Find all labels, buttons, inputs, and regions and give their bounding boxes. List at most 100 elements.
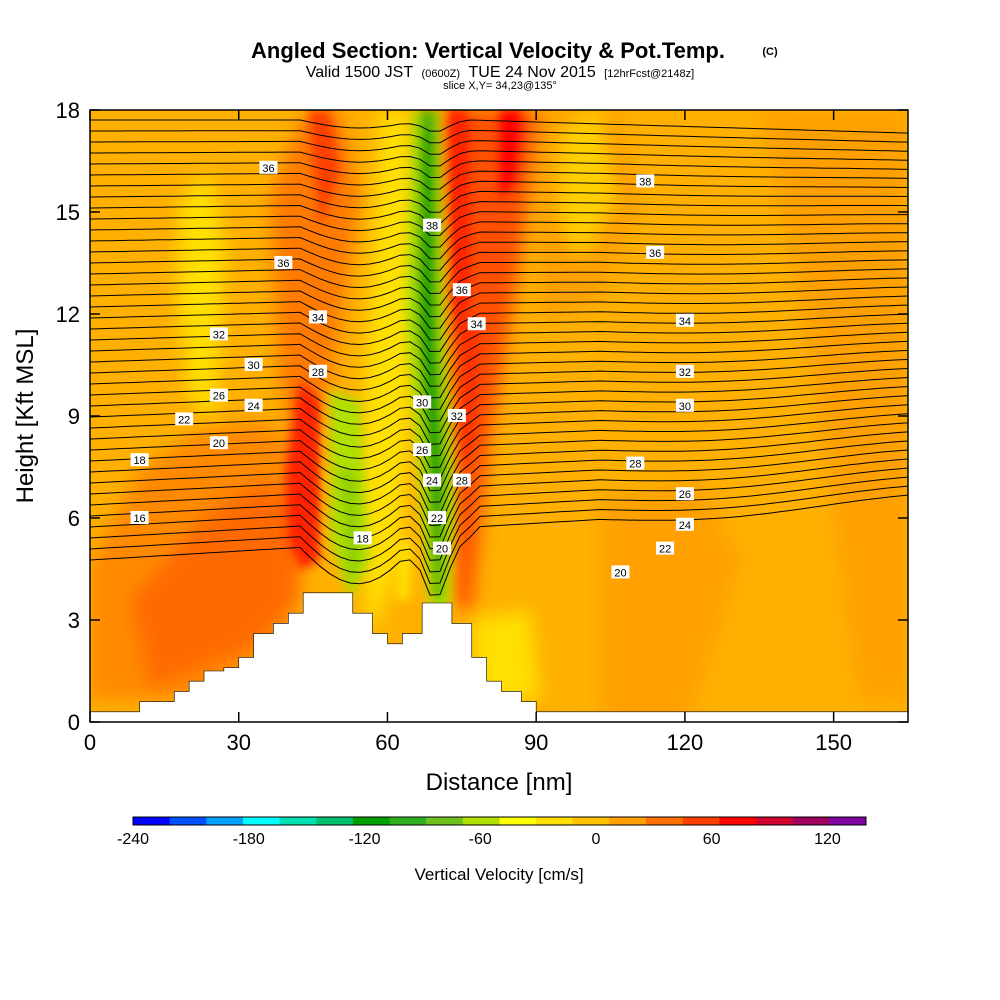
- colorbar-tick-label: -120: [348, 831, 380, 848]
- contour-label: 32: [451, 411, 463, 423]
- isentrope-line: [90, 160, 908, 178]
- isentrope-line: [90, 170, 908, 190]
- isentrope-line: [90, 295, 908, 341]
- contour-label: 22: [178, 414, 190, 426]
- isentrope-line: [90, 413, 908, 492]
- isentrope-line: [90, 150, 908, 167]
- colorbar-swatch: [316, 817, 354, 825]
- contour-label: 26: [416, 445, 428, 457]
- x-tick-label: 30: [226, 730, 250, 755]
- colorbar-swatch: [536, 817, 574, 825]
- colorbar-tick-label: 60: [703, 831, 721, 848]
- isentrope-line: [90, 190, 908, 213]
- contour-label: 26: [213, 391, 225, 403]
- x-tick-label: 90: [524, 730, 548, 755]
- contour-label: 36: [456, 285, 468, 297]
- contour-label-box: [209, 327, 228, 341]
- subtitle-time: Valid 1500 JST: [306, 64, 414, 81]
- colorbar-ticks: -240 -180 -120 -60 0 60 120: [117, 831, 841, 848]
- x-axis-label: Distance [nm]: [426, 769, 573, 796]
- contour-label-box: [259, 160, 278, 174]
- field-red-core-top: [448, 110, 470, 340]
- y-axis-label: Height [Kft MSL]: [12, 329, 39, 504]
- contour-label-box: [209, 388, 228, 402]
- isentrope-line: [90, 340, 908, 399]
- contour-label: 20: [436, 544, 448, 556]
- colorbar-tick-label: 120: [814, 831, 841, 848]
- colorbar-swatch: [352, 817, 391, 825]
- contour-label: 34: [679, 316, 691, 328]
- contour-label-box: [636, 174, 655, 188]
- contour-label: 28: [456, 476, 468, 488]
- isentrope-line: [90, 458, 908, 550]
- isentrope-line: [90, 140, 908, 155]
- field-orange-upper-west: [270, 110, 360, 460]
- contour-label-box: [423, 218, 442, 232]
- contour-label-box: [675, 398, 694, 412]
- isentrope-line: [90, 277, 908, 318]
- colorbar-swatch: [389, 817, 427, 825]
- contour-label: 30: [416, 397, 428, 409]
- colorbar-frame: [132, 816, 867, 826]
- contour-label-box: [447, 409, 466, 422]
- isentrope-line: [90, 476, 908, 573]
- chart-title: Angled Section: Vertical Velocity & Pot.…: [251, 38, 725, 63]
- contour-label: 30: [247, 360, 259, 372]
- isentrope-line: [90, 485, 908, 585]
- field-red-core-top-east: [500, 110, 522, 200]
- isentrope-line: [90, 129, 908, 144]
- contour-label: 24: [426, 476, 438, 488]
- field-red-core-mid: [460, 310, 480, 470]
- colorbar-swatch: [646, 817, 684, 825]
- contour-label-box: [309, 310, 328, 324]
- contour-label-box: [467, 317, 486, 331]
- isentrope-line: [90, 231, 908, 260]
- chart-subtitle: Valid 1500 JST (0600Z) TUE 24 Nov 2015 […: [306, 64, 694, 81]
- colorbar-swatch: [206, 817, 244, 825]
- contour-label: 20: [213, 438, 225, 450]
- contour-label-box: [353, 531, 372, 545]
- contour-label: 18: [133, 455, 145, 467]
- contour-label-box: [626, 456, 645, 470]
- colorbar-swatch: [279, 817, 317, 825]
- isentrope-line: [90, 119, 908, 134]
- isentrope-line: [90, 259, 908, 295]
- isentrope-line: [90, 422, 908, 503]
- isentrope-line: [90, 349, 908, 411]
- colorbar: [132, 816, 867, 826]
- colorbar-tick-label: -60: [469, 831, 492, 848]
- contour-label-box: [423, 473, 442, 487]
- isentrope-line: [90, 241, 908, 271]
- colorbar-swatch: [792, 817, 830, 825]
- contour-label: 24: [247, 401, 259, 413]
- y-tick-label: 6: [68, 506, 80, 531]
- isentrope-line: [90, 449, 908, 538]
- x-axis: 0 30 60 90 120 150: [84, 110, 852, 755]
- contour-label-box: [309, 364, 328, 378]
- colorbar-swatch: [682, 817, 720, 825]
- colorbar-swatch: [719, 817, 757, 825]
- subtitle-utc: (0600Z): [422, 68, 461, 80]
- contour-label-box: [209, 436, 228, 450]
- isentrope-line: [90, 304, 908, 353]
- y-tick-label: 12: [56, 302, 80, 327]
- colorbar-swatch: [169, 817, 207, 825]
- x-tick-label: 0: [84, 730, 96, 755]
- isentrope-line: [90, 431, 908, 515]
- isentrope-line: [90, 211, 908, 237]
- contour-label-box: [413, 443, 432, 456]
- contour-label-box: [274, 256, 293, 269]
- contour-label-box: [656, 541, 675, 555]
- isentrope-line: [90, 440, 908, 527]
- isentrope-line: [90, 250, 908, 283]
- contour-label: 22: [431, 513, 443, 525]
- x-tick-label: 60: [375, 730, 399, 755]
- colorbar-swatch: [499, 817, 537, 825]
- contour-label-box: [175, 412, 194, 426]
- contour-label-box: [428, 511, 447, 524]
- colorbar-swatch: [829, 817, 867, 825]
- contour-label-box: [130, 453, 149, 467]
- contour-labels: 36 38 38 36 36 36 34 34 34 32 30 28 32 26 24 30 32 30 22 20…: [130, 160, 694, 579]
- contour-label: 36: [277, 258, 289, 270]
